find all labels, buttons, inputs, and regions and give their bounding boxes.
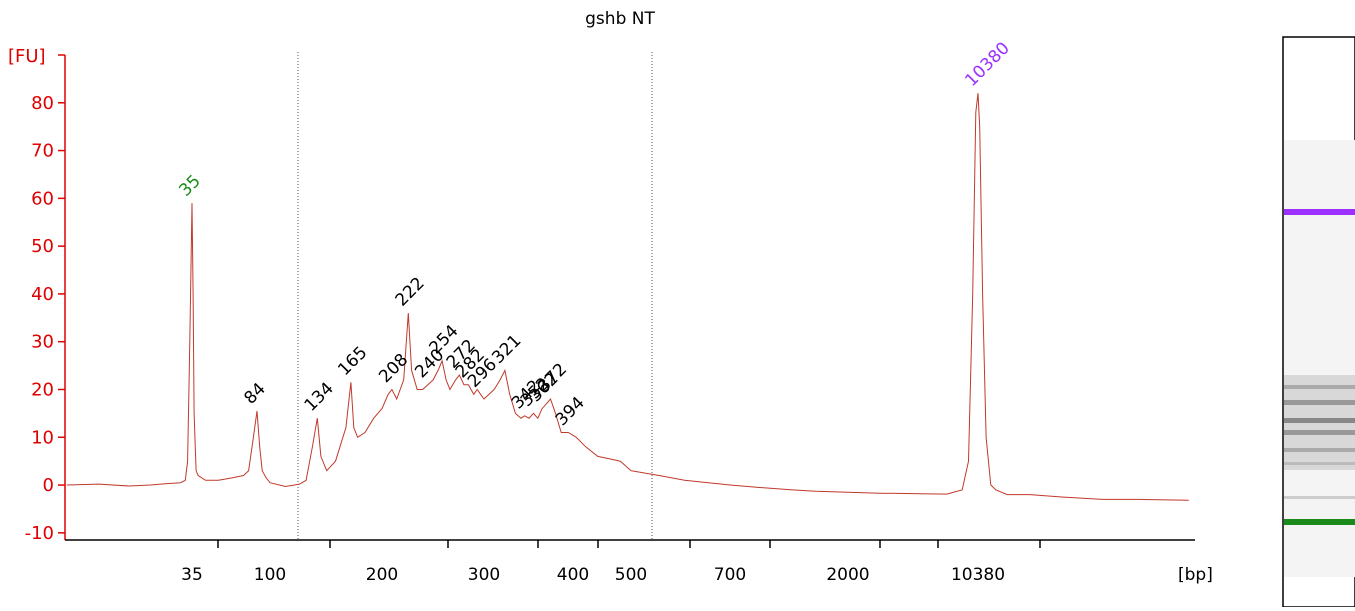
peak-label: 134 xyxy=(301,379,338,416)
x-minor-ticks xyxy=(217,540,1041,548)
peak-label: 394 xyxy=(552,393,589,430)
peak-label: 165 xyxy=(334,343,371,380)
gel-lane xyxy=(1282,36,1355,608)
y-axis-label: [FU] xyxy=(8,46,46,67)
peak-label: 208 xyxy=(375,350,412,387)
y-tick-label: -10 xyxy=(25,523,54,544)
y-tick-label: 70 xyxy=(31,141,54,162)
chart-title: gshb NT xyxy=(585,9,655,29)
x-tick-label: 35 xyxy=(181,565,203,585)
peak-label: 10380 xyxy=(961,38,1013,90)
x-axis-label: [bp] xyxy=(1178,565,1213,585)
peak-label: 84 xyxy=(240,379,269,408)
y-tick-label: 40 xyxy=(31,284,54,305)
x-tick-label: 700 xyxy=(714,565,746,585)
y-tick-label: 10 xyxy=(31,427,54,448)
y-tick-label: 30 xyxy=(31,332,54,353)
x-tick-label: 2000 xyxy=(826,565,869,585)
peak-label: 222 xyxy=(392,273,429,310)
x-tick-label: 400 xyxy=(557,565,589,585)
y-tick-label: 80 xyxy=(31,93,54,114)
x-tick-label: 100 xyxy=(254,565,286,585)
y-tick-label: 20 xyxy=(31,379,54,400)
peak-label: 35 xyxy=(175,171,204,200)
y-tick-label: 50 xyxy=(31,236,54,257)
trace xyxy=(66,93,1189,501)
y-tick-label: 60 xyxy=(31,188,54,209)
y-tick-label: 0 xyxy=(43,475,54,496)
x-tick-label: 10380 xyxy=(951,565,1005,585)
x-tick-label: 500 xyxy=(615,565,647,585)
x-tick-label: 200 xyxy=(366,565,398,585)
x-tick-label: 300 xyxy=(468,565,500,585)
